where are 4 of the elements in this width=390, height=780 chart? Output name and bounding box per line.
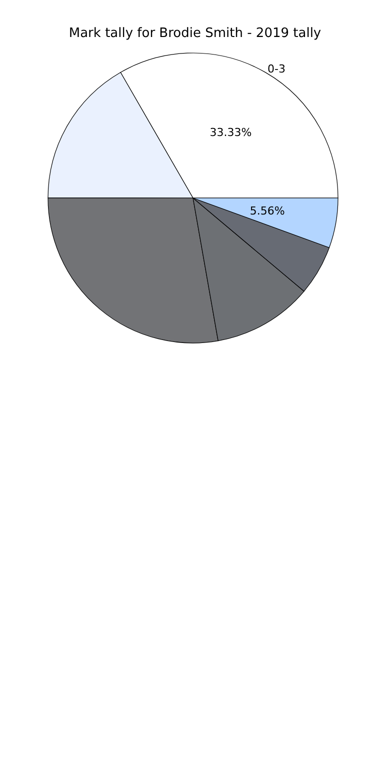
data-label: 33.33% [210, 126, 252, 140]
slice-label: 0-3 [268, 62, 286, 76]
data-label: 5.56% [250, 204, 285, 218]
chart-title: Mark tally for Brodie Smith - 2019 tally [68, 26, 322, 41]
